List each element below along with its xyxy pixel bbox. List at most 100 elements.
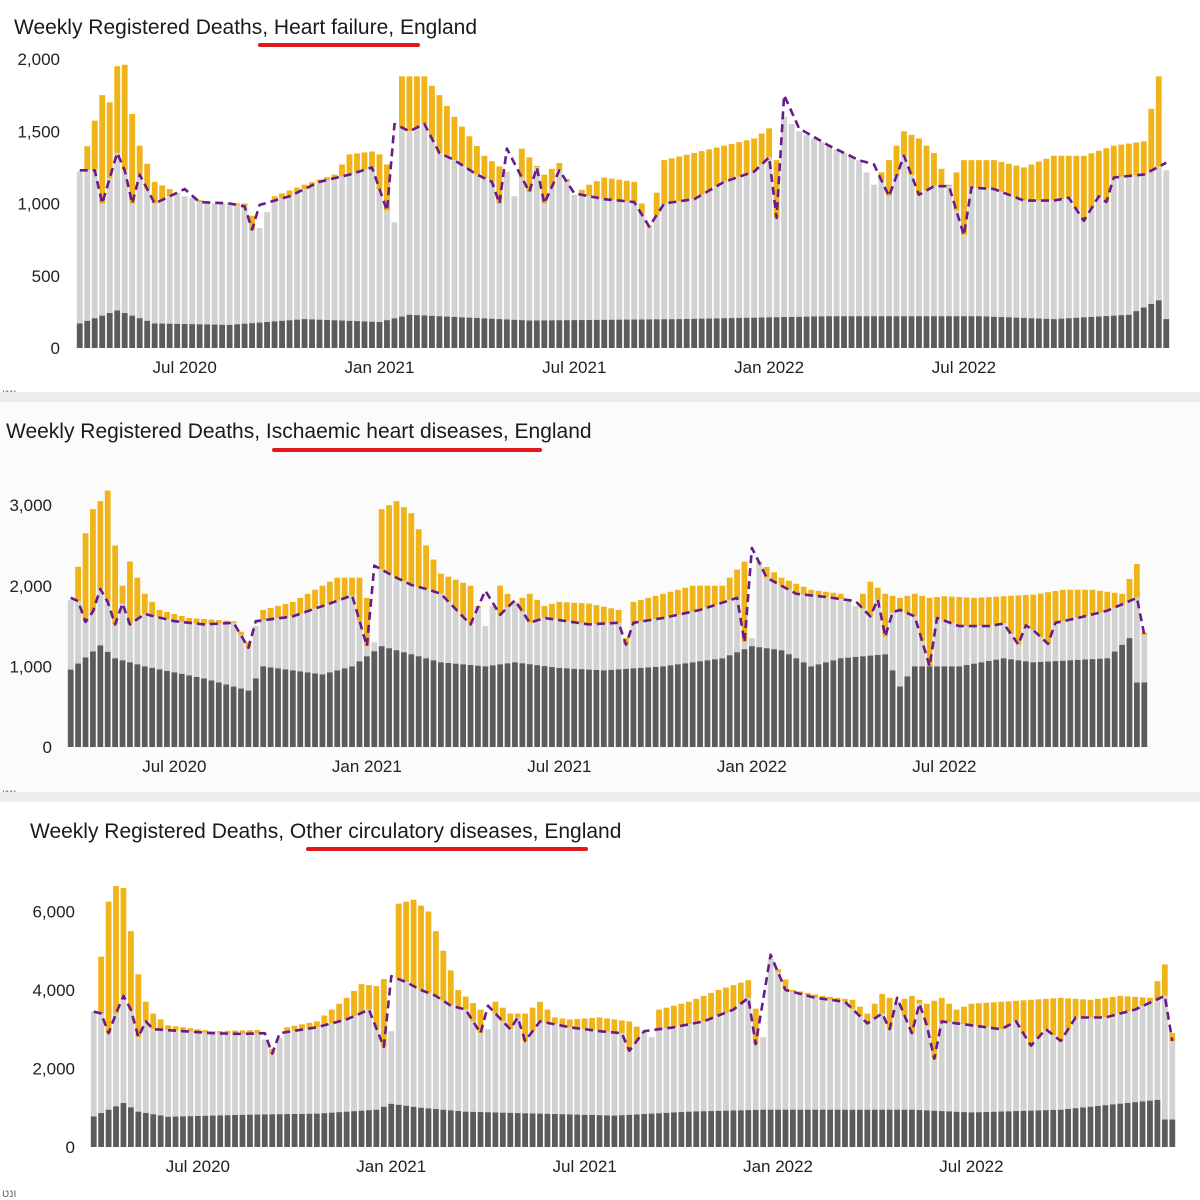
bar-other-segment <box>1139 1006 1146 1102</box>
bar-other-segment <box>586 196 593 320</box>
bar-subgroup-segment <box>159 323 166 348</box>
bar-other-segment <box>189 198 196 325</box>
bar-other-segment <box>637 621 644 668</box>
bar-other-segment <box>630 622 637 669</box>
week-bar <box>938 168 945 348</box>
bar-other-segment <box>1013 1021 1019 1112</box>
bar-excess-segment <box>961 160 967 236</box>
bar-subgroup-segment <box>1042 1110 1049 1147</box>
bar-excess-segment <box>819 995 826 999</box>
bar-other-segment <box>734 597 740 653</box>
week-bar <box>1052 590 1059 747</box>
bar-subgroup-segment <box>142 1112 149 1147</box>
week-bar <box>1065 998 1072 1147</box>
bar-excess-segment <box>354 153 360 173</box>
bar-subgroup-segment <box>1161 1119 1168 1147</box>
week-bar <box>963 597 970 747</box>
bar-other-segment <box>1148 170 1155 304</box>
bar-other-segment <box>1094 1017 1101 1106</box>
bar-other-segment <box>324 180 330 320</box>
bar-excess-segment <box>773 160 780 218</box>
week-bar <box>849 999 856 1147</box>
bar-subgroup-segment <box>704 660 711 747</box>
week-bar <box>430 559 437 747</box>
title-highlight: Ischaemic heart diseases <box>265 420 503 443</box>
bar-excess-segment <box>324 177 330 181</box>
bar-excess-segment <box>304 593 311 612</box>
bar-other-segment <box>882 636 889 655</box>
bar-subgroup-segment <box>834 1109 841 1147</box>
week-bar <box>1065 155 1072 348</box>
bar-excess-segment <box>842 998 848 1002</box>
bar-subgroup-segment <box>492 1112 499 1147</box>
bar-other-segment <box>971 626 977 664</box>
bar-other-segment <box>676 201 683 320</box>
bar-subgroup-segment <box>1005 1111 1012 1147</box>
bar-subgroup-segment <box>800 662 807 747</box>
bar-excess-segment <box>306 1022 313 1029</box>
week-bar <box>756 561 763 747</box>
bar-subgroup-segment <box>693 1111 700 1147</box>
bar-subgroup-segment <box>1022 661 1029 747</box>
bar-subgroup-segment <box>566 1114 573 1147</box>
bar-subgroup-segment <box>734 652 740 747</box>
bar-subgroup-segment <box>700 1111 707 1147</box>
bar-subgroup-segment <box>976 316 982 348</box>
week-bar <box>797 991 804 1147</box>
bar-excess-segment <box>721 145 728 182</box>
week-bar <box>860 593 866 747</box>
week-bar <box>294 187 300 348</box>
x-tick-label: Jan 2022 <box>717 757 787 776</box>
bar-subgroup-segment <box>1095 316 1102 348</box>
bar-subgroup-segment <box>983 1111 990 1147</box>
week-bar <box>897 597 903 747</box>
bar-excess-segment <box>1058 155 1065 200</box>
bar-excess-segment <box>98 956 105 1014</box>
bar-subgroup-segment <box>423 658 429 747</box>
bar-excess-segment <box>423 545 429 589</box>
bar-excess-segment <box>886 160 892 197</box>
bar-excess-segment <box>737 982 744 1004</box>
bar-subgroup-segment <box>1050 1109 1057 1147</box>
bar-subgroup-segment <box>667 665 674 747</box>
bar-excess-segment <box>430 559 437 592</box>
week-bar <box>313 1021 320 1147</box>
bar-excess-segment <box>998 1001 1005 1030</box>
bar-excess-segment <box>763 566 770 578</box>
bar-excess-segment <box>901 998 908 1016</box>
bar-excess-segment <box>691 152 698 200</box>
week-bar <box>763 566 770 747</box>
bar-subgroup-segment <box>745 1110 752 1147</box>
week-bar <box>252 626 259 747</box>
bar-other-segment <box>224 1033 231 1116</box>
bar-subgroup-segment <box>134 664 141 747</box>
week-bar <box>445 576 452 747</box>
week-bar <box>388 1031 395 1147</box>
week-bar <box>615 609 622 747</box>
bar-subgroup-segment <box>926 666 933 747</box>
bar-excess-segment <box>366 985 372 1010</box>
week-bar <box>1072 998 1079 1147</box>
bar-other-segment <box>247 1033 253 1115</box>
bar-other-segment <box>541 618 548 667</box>
week-bar <box>91 120 98 348</box>
bar-other-segment <box>135 1037 142 1112</box>
bar-subgroup-segment <box>608 669 615 747</box>
chart-title: Weekly Registered Deaths, Heart failure,… <box>14 16 477 40</box>
week-bar <box>1119 593 1125 747</box>
bar-subgroup-segment <box>804 1109 811 1147</box>
bar-other-segment <box>423 588 429 659</box>
bar-subgroup-segment <box>748 646 755 747</box>
bar-subgroup-segment <box>728 318 735 348</box>
bar-other-segment <box>297 613 304 672</box>
bar-excess-segment <box>418 905 424 990</box>
week-bar <box>790 989 796 1147</box>
bar-other-segment <box>534 620 541 666</box>
bar-other-segment <box>578 623 585 670</box>
bar-other-segment <box>1050 200 1057 320</box>
bar-excess-segment <box>440 950 447 1001</box>
bar-excess-segment <box>1008 595 1014 635</box>
bar-other-segment <box>608 199 615 320</box>
bar-subgroup-segment <box>1119 644 1125 747</box>
week-bar <box>541 605 548 747</box>
